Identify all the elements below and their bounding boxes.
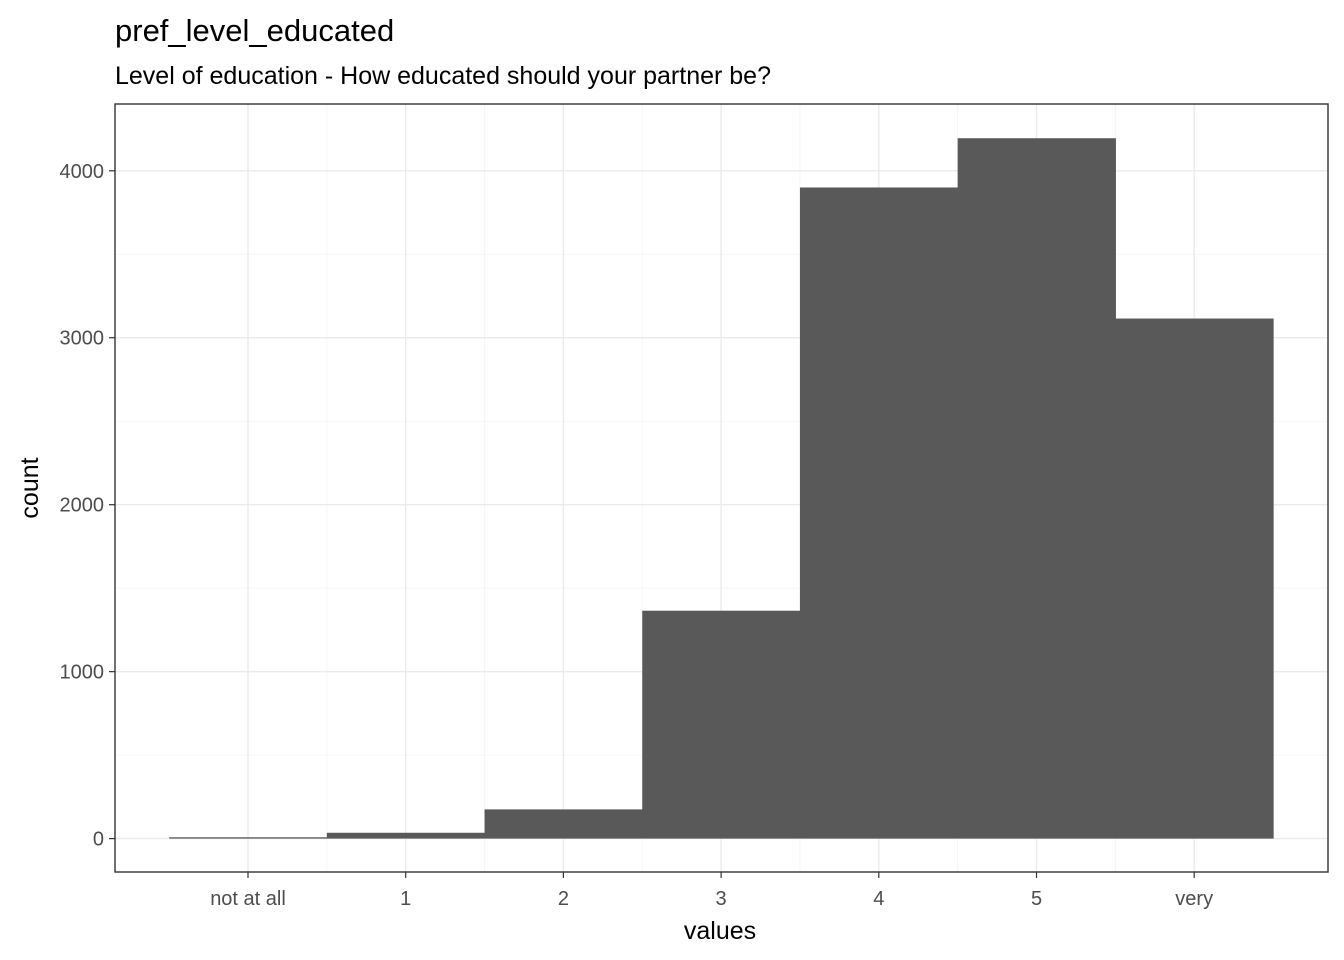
bar-very [1115, 318, 1274, 839]
bar-not-at-all [169, 837, 328, 839]
y-tick-label: 1000 [60, 662, 105, 684]
axis-ticks: 0 1000 2000 3000 4000 not at all 1 2 3 4 5 very [60, 161, 1214, 910]
chart-subtitle: Level of education - How educated should… [115, 62, 771, 90]
y-axis-title: count [16, 457, 44, 518]
bar-1 [326, 832, 486, 839]
bar-4 [799, 187, 959, 839]
x-tick-label: very [1175, 888, 1213, 910]
x-tick-label: 1 [400, 888, 411, 910]
x-tick-label: 4 [873, 888, 884, 910]
y-tick-label: 0 [93, 829, 104, 851]
bar-2 [484, 809, 643, 839]
bar-5 [957, 138, 1116, 839]
y-tick-label: 2000 [60, 495, 105, 517]
bar-3 [642, 610, 801, 839]
x-tick-label: 3 [716, 888, 727, 910]
x-tick-label: 2 [558, 888, 569, 910]
x-axis-title: values [684, 917, 756, 945]
x-tick-label: 5 [1031, 888, 1042, 910]
chart-title: pref_level_educated [115, 13, 394, 48]
x-tick-label: not at all [210, 888, 286, 910]
y-tick-label: 3000 [60, 328, 105, 350]
y-tick-label: 4000 [60, 161, 105, 183]
bars [169, 138, 1274, 839]
